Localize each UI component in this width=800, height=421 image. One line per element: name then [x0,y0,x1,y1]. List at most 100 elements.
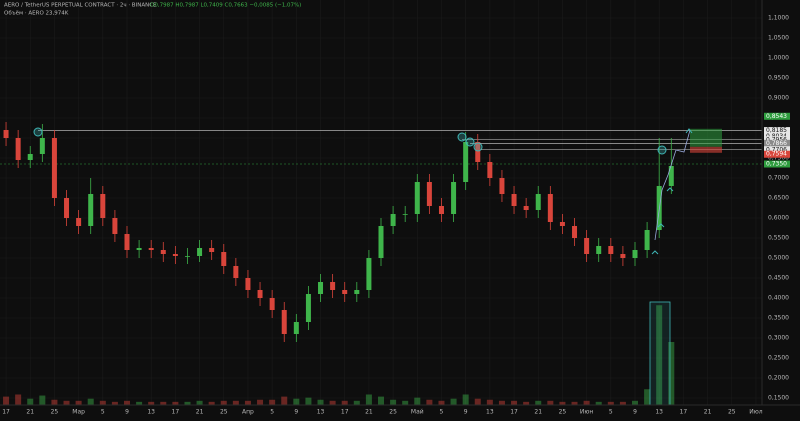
candle-body [511,194,517,206]
candle-body [547,194,553,222]
volume-bar [172,401,179,405]
price-tag-label: 0,8185 [766,127,787,134]
volume-bar [378,396,384,405]
volume-bar [196,400,203,405]
y-tick-label: 0,9500 [768,75,789,82]
candle-body [402,214,408,215]
x-tick-label: 21 [534,409,542,416]
candle-body [148,248,154,250]
volume-bar [607,401,614,405]
volume-bar [365,394,372,405]
price-tag [764,150,790,158]
price-tag [764,146,790,154]
x-tick-label: Июл [749,409,763,416]
candle-body [76,218,82,226]
candle-body [644,230,650,250]
candle-body [64,198,70,218]
candle-body [632,250,638,258]
candle-body [414,182,420,214]
volume-layer [3,305,675,405]
volume-bar [402,400,409,405]
x-tick-label: 21 [26,409,34,416]
projection-path [654,129,691,241]
volume-bar [450,398,457,405]
y-tick-label: 0,4500 [768,275,789,282]
volume-bar [75,400,82,405]
candle-body [342,290,348,294]
price-tag [764,127,790,135]
x-tick-label: 9 [125,409,129,416]
candle-body [281,310,287,334]
x-tick-label: 17 [680,409,688,416]
x-tick-label: 5 [609,409,613,416]
candle-body [184,256,190,257]
price-tag-label: 0,7350 [766,161,787,168]
candle-body [572,226,578,238]
candle-body [245,278,251,290]
peak-marker [473,142,483,152]
x-tick-label: Апр [242,409,254,416]
volume-bar [208,401,215,405]
subtitle: Объём · AERO 23,974K [4,11,69,17]
y-tick-label: 0,6000 [768,215,789,222]
candle-body [305,294,311,322]
volume-bar [160,401,167,405]
candle-body [136,248,142,250]
volume-bar [257,399,264,405]
ohlc: O0,7987 H0,7987 L0,7409 C0,7663 −0,0085 … [150,3,301,9]
x-tick-label: 21 [196,409,204,416]
candle-body [438,206,444,214]
volume-bar [281,396,288,405]
candle-body [3,130,9,138]
x-tick-label: 25 [389,409,397,416]
volume-bar [99,400,106,405]
x-tick-label: 17 [172,409,180,416]
volume-bar [27,398,34,405]
volume-bar [644,389,651,405]
volume-bar [148,401,155,405]
volume-bar [39,395,46,405]
price-axis [762,0,800,421]
x-tick-label: 21 [704,409,712,416]
x-tick-label: 21 [365,409,373,416]
price-tag-label: 0,8543 [766,113,787,120]
x-tick-label: 13 [486,409,494,416]
volume-bar [353,400,360,405]
candle-body [209,248,215,252]
candle-body [584,238,590,254]
candle-body [620,254,626,258]
annotations [33,127,693,255]
y-tick-label: 0,5000 [768,255,789,262]
volume-bar [632,400,638,405]
candle-body [269,298,275,310]
volume-bar [269,399,276,405]
y-tick-label: 1,0000 [768,55,789,62]
candle-body [451,182,457,214]
peak-marker [465,137,475,147]
volume-bar [293,398,300,405]
candle-body [390,214,396,226]
peak-marker [33,127,43,137]
candle-body [318,282,324,294]
candle-body [487,162,493,178]
candles-layer [3,122,674,342]
candle-body [112,218,118,234]
volume-bar [124,400,130,405]
candle-body [475,142,481,162]
y-tick-label: 0,9000 [768,95,789,102]
axes-layer: 0,1500 0,2000 0,2500 0,3000 0,3500 0,4000 0,45… [2,15,790,416]
y-tick-label: 0,5500 [768,235,789,242]
volume-bar [656,305,663,405]
candle-body [51,138,57,198]
candle-body [463,142,469,182]
volume-bar [438,400,445,405]
candle-body [354,290,360,294]
price-tag [764,112,790,120]
volume-bar [511,400,518,405]
candle-body [366,258,372,290]
candle-body [197,248,203,256]
arrow [685,128,693,134]
volume-bar [184,401,191,405]
x-tick-label: 25 [559,409,567,416]
